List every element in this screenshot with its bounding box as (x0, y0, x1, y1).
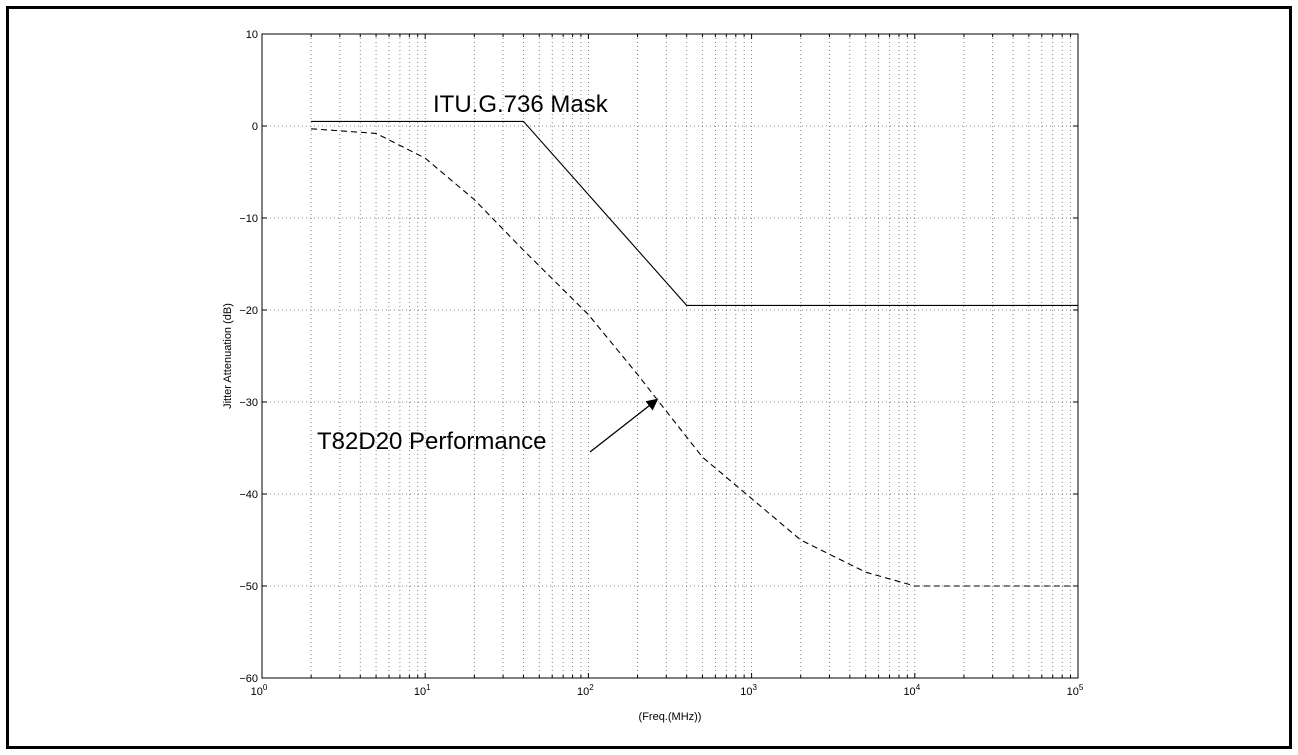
grid (262, 34, 1078, 678)
series-lines (311, 120, 1078, 587)
y-tick-label: 0 (252, 121, 258, 133)
plot-area-border (261, 33, 1079, 679)
y-tick-label: −20 (239, 305, 258, 317)
y-axis-label: Jitter Attenuation (dB) (222, 303, 234, 409)
series-line-mask (311, 120, 1078, 306)
x-tick-label: 104 (903, 683, 920, 698)
y-tick-label: −30 (239, 397, 258, 409)
x-tick-label: 103 (740, 683, 757, 698)
y-tick-label: −50 (239, 581, 258, 593)
y-tick-label: −40 (239, 489, 258, 501)
x-tick-label: 101 (414, 683, 431, 698)
y-tick-label: −60 (239, 673, 258, 685)
annotation-arrow (589, 398, 659, 453)
y-tick-label: −10 (239, 213, 258, 225)
x-tick-label: 102 (577, 683, 594, 698)
x-tick-label: 100 (251, 683, 268, 698)
annotation-performance: T82D20 Performance (317, 428, 546, 455)
x-axis-label: (Freq.(MHz)) (639, 711, 702, 723)
annotation-mask: ITU.G.736 Mask (433, 91, 609, 118)
y-tick-label: 10 (246, 29, 258, 41)
series-line-performance (311, 128, 1078, 587)
x-tick-label: 105 (1067, 683, 1084, 698)
